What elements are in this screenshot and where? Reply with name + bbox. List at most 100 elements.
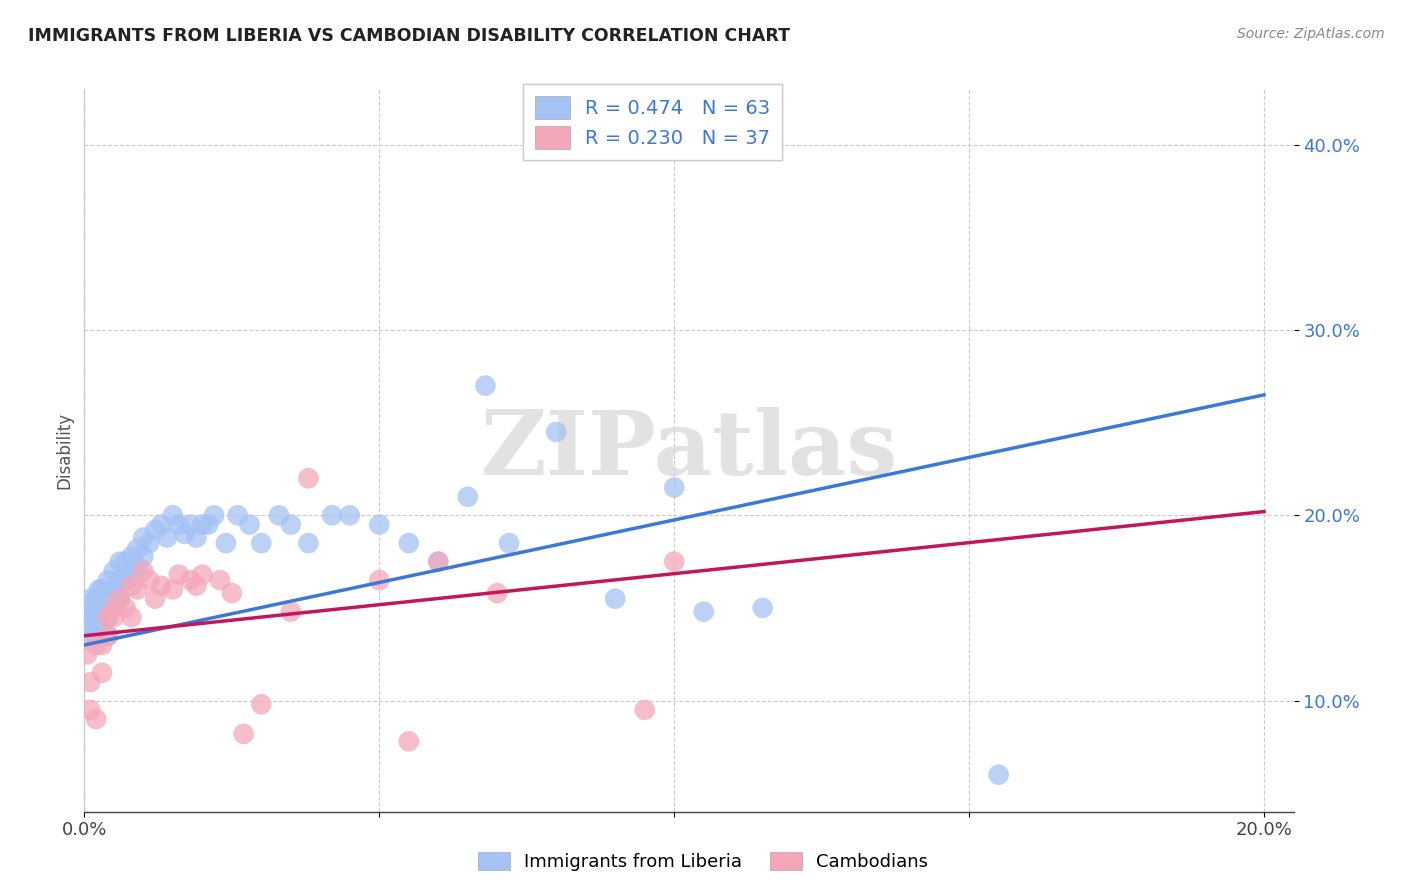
Point xyxy=(108,555,131,569)
Point xyxy=(215,536,238,550)
Point xyxy=(474,378,496,392)
Point xyxy=(987,767,1010,781)
Point xyxy=(162,508,184,523)
Point xyxy=(138,573,160,587)
Point xyxy=(664,555,686,569)
Text: IMMIGRANTS FROM LIBERIA VS CAMBODIAN DISABILITY CORRELATION CHART: IMMIGRANTS FROM LIBERIA VS CAMBODIAN DIS… xyxy=(28,27,790,45)
Point xyxy=(76,619,98,633)
Point xyxy=(132,531,155,545)
Point xyxy=(297,471,319,485)
Point xyxy=(121,610,143,624)
Point xyxy=(103,564,125,578)
Point xyxy=(162,582,184,597)
Point xyxy=(82,601,104,615)
Point xyxy=(114,573,136,587)
Point xyxy=(132,549,155,563)
Point xyxy=(150,579,173,593)
Point xyxy=(339,508,361,523)
Point xyxy=(91,582,114,597)
Point xyxy=(103,601,125,615)
Point xyxy=(127,541,149,556)
Point xyxy=(197,517,219,532)
Text: Source: ZipAtlas.com: Source: ZipAtlas.com xyxy=(1237,27,1385,41)
Point xyxy=(97,591,120,606)
Point xyxy=(486,586,509,600)
Point xyxy=(97,610,120,624)
Point xyxy=(546,425,568,439)
Point xyxy=(121,549,143,563)
Point xyxy=(138,536,160,550)
Point xyxy=(84,638,107,652)
Point xyxy=(208,573,231,587)
Point xyxy=(498,536,520,550)
Point xyxy=(664,481,686,495)
Point xyxy=(221,586,243,600)
Point xyxy=(368,573,391,587)
Point xyxy=(368,517,391,532)
Text: ZIPatlas: ZIPatlas xyxy=(481,407,897,494)
Point xyxy=(167,567,190,582)
Point xyxy=(97,610,120,624)
Point xyxy=(108,573,131,587)
Point xyxy=(156,531,179,545)
Point xyxy=(121,564,143,578)
Point xyxy=(127,582,149,597)
Point xyxy=(84,629,107,643)
Point xyxy=(398,536,420,550)
Point xyxy=(634,703,657,717)
Point xyxy=(76,647,98,661)
Point xyxy=(103,610,125,624)
Point xyxy=(280,605,302,619)
Point xyxy=(79,675,101,690)
Point xyxy=(79,703,101,717)
Point xyxy=(186,531,208,545)
Point xyxy=(250,698,273,712)
Point xyxy=(84,610,107,624)
Point xyxy=(173,526,195,541)
Point xyxy=(121,579,143,593)
Point xyxy=(103,601,125,615)
Point xyxy=(167,517,190,532)
Point xyxy=(297,536,319,550)
Point xyxy=(97,629,120,643)
Point xyxy=(143,591,166,606)
Point xyxy=(150,517,173,532)
Point xyxy=(280,517,302,532)
Point xyxy=(87,582,110,597)
Point xyxy=(238,517,260,532)
Point xyxy=(132,564,155,578)
Point xyxy=(79,610,101,624)
Legend: R = 0.474   N = 63, R = 0.230   N = 37: R = 0.474 N = 63, R = 0.230 N = 37 xyxy=(523,85,782,161)
Y-axis label: Disability: Disability xyxy=(55,412,73,489)
Point xyxy=(114,601,136,615)
Point xyxy=(108,591,131,606)
Point xyxy=(91,665,114,680)
Point xyxy=(186,579,208,593)
Point xyxy=(250,536,273,550)
Point xyxy=(127,560,149,574)
Point xyxy=(202,508,225,523)
Point xyxy=(84,712,107,726)
Point xyxy=(398,734,420,748)
Point xyxy=(605,591,627,606)
Point xyxy=(180,573,202,587)
Point xyxy=(97,573,120,587)
Legend: Immigrants from Liberia, Cambodians: Immigrants from Liberia, Cambodians xyxy=(470,845,936,879)
Point xyxy=(79,591,101,606)
Point xyxy=(143,523,166,537)
Point xyxy=(91,619,114,633)
Point xyxy=(427,555,450,569)
Point xyxy=(692,605,714,619)
Point xyxy=(751,601,773,615)
Point xyxy=(191,567,214,582)
Point xyxy=(191,517,214,532)
Point xyxy=(108,591,131,606)
Point xyxy=(457,490,479,504)
Point xyxy=(84,591,107,606)
Point xyxy=(97,629,120,643)
Point xyxy=(103,582,125,597)
Point xyxy=(79,629,101,643)
Point xyxy=(180,517,202,532)
Point xyxy=(91,601,114,615)
Point xyxy=(232,727,254,741)
